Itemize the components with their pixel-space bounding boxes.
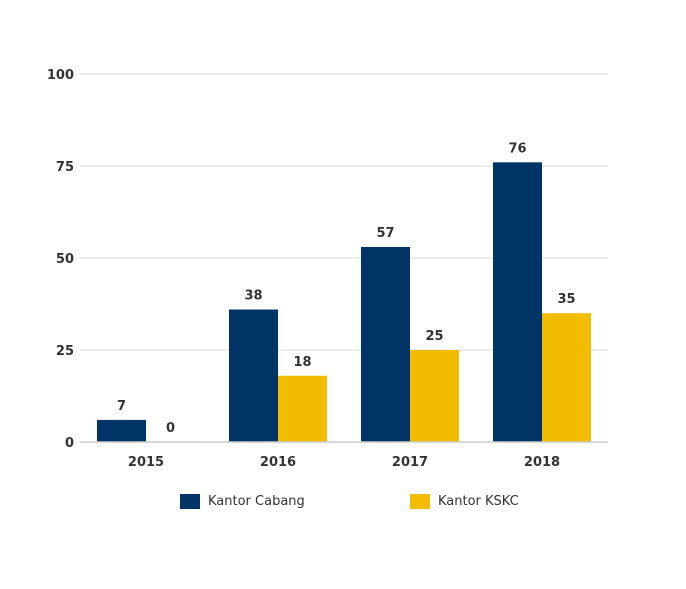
x-tick-label-2016: 2016 <box>260 455 296 470</box>
bar-2017-s0 <box>361 246 410 442</box>
y-tick-label-25: 25 <box>56 344 74 359</box>
legend-label-kantor-kskc: Kantor KSKC <box>438 494 519 509</box>
bar-2018-s1 <box>542 313 591 442</box>
data-label-2016-s1: 18 <box>293 355 311 370</box>
legend: Kantor Cabang Kantor KSKC <box>0 494 686 518</box>
legend-item-kantor-cabang: Kantor Cabang <box>180 494 305 509</box>
legend-label-kantor-cabang: Kantor Cabang <box>208 494 305 509</box>
bar-2017-s1 <box>410 350 459 442</box>
data-label-2017-s1: 25 <box>425 329 443 344</box>
bar-2016-s0 <box>229 309 278 442</box>
data-label-2015-s0: 7 <box>117 399 126 414</box>
y-tick-label-75: 75 <box>56 160 74 175</box>
data-label-2016-s0: 38 <box>244 289 262 304</box>
y-tick-label-0: 0 <box>65 436 74 451</box>
legend-swatch-kantor-kskc <box>410 494 430 509</box>
x-tick-label-2015: 2015 <box>128 455 164 470</box>
data-label-2015-s1: 0 <box>166 421 175 436</box>
bar-2015-s0 <box>97 419 146 442</box>
data-label-2018-s0: 76 <box>508 141 526 156</box>
bar-2016-s1 <box>278 375 327 442</box>
data-label-2018-s1: 35 <box>557 292 575 307</box>
y-tick-label-50: 50 <box>56 252 74 267</box>
bar-2018-s0 <box>493 162 542 442</box>
legend-swatch-kantor-cabang <box>180 494 200 509</box>
data-label-2017-s0: 57 <box>376 226 394 241</box>
y-tick-label-100: 100 <box>47 68 74 83</box>
x-tick-label-2018: 2018 <box>524 455 560 470</box>
legend-item-kantor-kskc: Kantor KSKC <box>410 494 519 509</box>
x-tick-label-2017: 2017 <box>392 455 428 470</box>
